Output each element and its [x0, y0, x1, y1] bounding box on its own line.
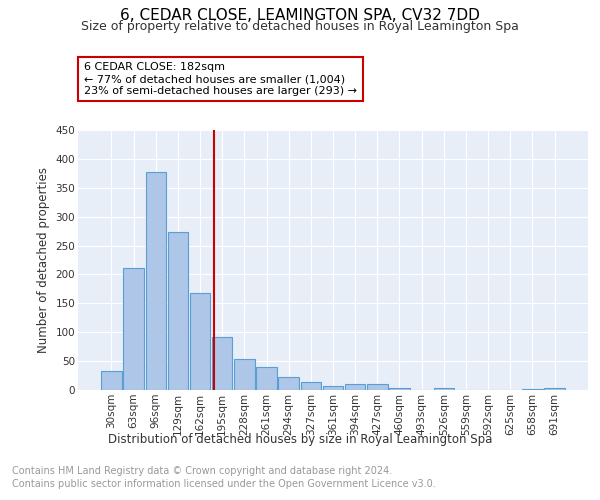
Bar: [434, 388, 454, 390]
Bar: [190, 293, 210, 390]
Bar: [345, 384, 365, 390]
Bar: [389, 388, 410, 390]
Bar: [146, 172, 166, 390]
Y-axis label: Number of detached properties: Number of detached properties: [37, 167, 50, 353]
Bar: [301, 382, 321, 390]
Text: Distribution of detached houses by size in Royal Leamington Spa: Distribution of detached houses by size …: [108, 432, 492, 446]
Bar: [256, 368, 277, 390]
Text: 6 CEDAR CLOSE: 182sqm
← 77% of detached houses are smaller (1,004)
23% of semi-d: 6 CEDAR CLOSE: 182sqm ← 77% of detached …: [84, 62, 357, 96]
Bar: [234, 360, 254, 390]
Bar: [167, 232, 188, 390]
Bar: [124, 268, 144, 390]
Bar: [278, 376, 299, 390]
Bar: [212, 338, 232, 390]
Text: Contains HM Land Registry data © Crown copyright and database right 2024.: Contains HM Land Registry data © Crown c…: [12, 466, 392, 476]
Bar: [367, 384, 388, 390]
Bar: [544, 388, 565, 390]
Text: Contains public sector information licensed under the Open Government Licence v3: Contains public sector information licen…: [12, 479, 436, 489]
Bar: [101, 371, 122, 390]
Text: 6, CEDAR CLOSE, LEAMINGTON SPA, CV32 7DD: 6, CEDAR CLOSE, LEAMINGTON SPA, CV32 7DD: [120, 8, 480, 22]
Bar: [323, 386, 343, 390]
Text: Size of property relative to detached houses in Royal Leamington Spa: Size of property relative to detached ho…: [81, 20, 519, 33]
